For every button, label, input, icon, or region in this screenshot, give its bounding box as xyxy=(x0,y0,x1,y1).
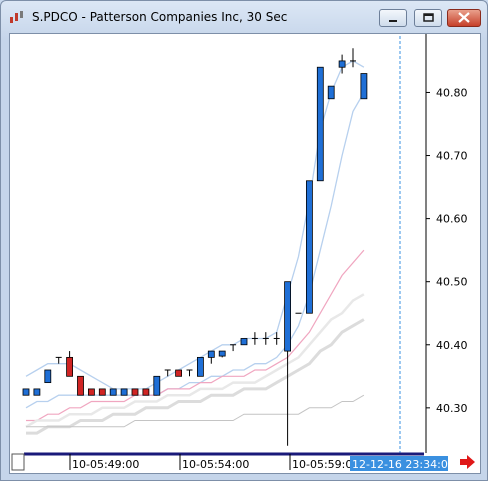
candle xyxy=(109,388,117,396)
candle-body xyxy=(240,338,248,346)
cursor-time-tag xyxy=(350,456,448,471)
candle xyxy=(207,350,215,364)
time-tick-label: 10-05:54:00 xyxy=(182,458,249,471)
candle-body xyxy=(109,388,117,396)
candle xyxy=(360,73,368,100)
price-axis: 40.80 40.70 40.60 40.50 40.40 40.30 xyxy=(426,86,468,415)
price-tick-label: 40.80 xyxy=(436,86,468,99)
candle xyxy=(142,388,150,396)
candle xyxy=(273,332,280,345)
candle xyxy=(164,369,171,377)
candle-body xyxy=(120,388,128,396)
title-bar[interactable]: S.PDCO - Patterson Companies Inc, 30 Sec xyxy=(1,1,487,31)
restore-icon xyxy=(423,13,434,22)
candle xyxy=(305,180,313,314)
candle xyxy=(196,356,204,377)
candle xyxy=(350,48,356,68)
candle xyxy=(153,375,161,396)
candle xyxy=(33,388,41,396)
window-title: S.PDCO - Patterson Companies Inc, 30 Sec xyxy=(32,10,288,24)
candle-body xyxy=(131,388,139,396)
series-ma-grey-thick xyxy=(26,318,365,435)
candle-body xyxy=(33,388,41,396)
minimize-button[interactable] xyxy=(379,9,407,27)
scroll-handle[interactable] xyxy=(11,453,25,471)
series-ma-long xyxy=(26,394,365,428)
candle-body xyxy=(22,388,30,396)
candle xyxy=(218,350,226,358)
candle-body xyxy=(284,281,292,352)
candle xyxy=(120,388,128,396)
candle xyxy=(77,375,84,396)
series-ma-grey-light xyxy=(25,293,365,428)
close-button[interactable] xyxy=(447,9,481,27)
series-ma-pink xyxy=(26,249,365,422)
candle-body xyxy=(175,369,183,377)
time-axis: 10-05:49:00 10-05:54:00 10-05:59:00 xyxy=(69,454,359,471)
candle-body xyxy=(338,60,346,68)
candle-body xyxy=(88,388,95,396)
candle-body xyxy=(77,375,84,396)
time-tick-label: 10-05:59:00 xyxy=(292,458,359,471)
candle xyxy=(284,281,292,446)
candle-body xyxy=(218,350,226,357)
candle-body xyxy=(207,350,215,358)
candle xyxy=(230,344,237,352)
candle-body xyxy=(360,73,368,100)
scroll-right-arrow-icon[interactable] xyxy=(460,455,475,469)
time-tick-label: 10-05:49:00 xyxy=(72,458,139,471)
indicator-layer xyxy=(25,60,365,435)
price-tick-label: 40.70 xyxy=(436,150,468,163)
candle xyxy=(186,369,193,377)
candle xyxy=(88,388,95,396)
candle xyxy=(251,332,258,345)
restore-button[interactable] xyxy=(414,9,442,27)
minimize-icon xyxy=(389,20,397,22)
candle xyxy=(175,369,183,377)
candle xyxy=(262,332,269,345)
candle xyxy=(131,388,139,396)
price-tick-label: 40.40 xyxy=(436,339,468,352)
candle xyxy=(44,369,52,384)
candle xyxy=(55,356,62,364)
candle xyxy=(22,388,30,396)
price-tick-label: 40.30 xyxy=(436,402,468,415)
candle xyxy=(327,85,335,100)
chart-area[interactable]: 40.80 40.70 40.60 40.50 40.40 40.30 10-05:49:… xyxy=(9,33,481,474)
candle-body xyxy=(305,180,313,314)
candle-body xyxy=(153,375,161,396)
candle-body xyxy=(316,66,324,182)
candle-body xyxy=(142,388,150,396)
candle-body xyxy=(44,369,52,384)
candle-layer xyxy=(22,48,368,446)
candle xyxy=(66,351,73,377)
candle-body xyxy=(327,85,335,100)
app-icon xyxy=(10,11,23,23)
price-tick-label: 40.60 xyxy=(436,213,468,226)
candle-body xyxy=(196,356,204,377)
cursor-time-label: 12-12-16 23:34:00 xyxy=(352,458,455,471)
candle xyxy=(338,54,346,74)
candle-body xyxy=(66,356,73,377)
close-icon xyxy=(458,12,470,23)
price-chart[interactable]: 40.80 40.70 40.60 40.50 40.40 40.30 10-05:49:… xyxy=(10,34,480,473)
candle xyxy=(240,338,248,346)
candle-body xyxy=(98,388,106,396)
price-tick-label: 40.50 xyxy=(436,276,468,289)
candle xyxy=(316,66,324,182)
candle xyxy=(98,388,106,396)
